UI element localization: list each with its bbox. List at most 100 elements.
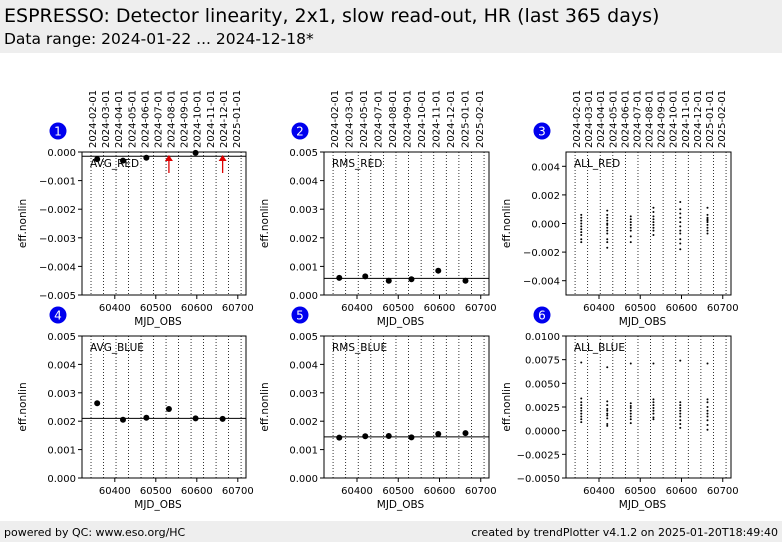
data-point (580, 421, 583, 424)
data-point (385, 277, 392, 284)
y-tick-label: 0.004 (531, 162, 560, 173)
parameter-label: AVG_BLUE (90, 342, 144, 354)
data-point (679, 208, 682, 211)
data-point (606, 216, 609, 219)
data-point (629, 402, 632, 405)
date-tick-label: 2024-04-01 (114, 90, 125, 148)
data-point (580, 233, 583, 236)
date-tick-label: 2024-09-01 (180, 90, 191, 148)
x-tick-label: 60500 (624, 303, 656, 314)
data-point (580, 219, 583, 222)
data-point (143, 154, 150, 161)
footer-created-by: created by trendPlotter v4.1.2 on 2025-0… (471, 526, 778, 539)
data-point (652, 218, 655, 221)
data-point (580, 216, 583, 219)
x-tick-label: 60500 (382, 303, 414, 314)
data-point (679, 216, 682, 219)
y-tick-label: −0.002 (523, 248, 560, 259)
data-point (706, 406, 709, 408)
x-tick-label: 60400 (99, 303, 131, 314)
data-point (629, 409, 632, 412)
data-point (652, 416, 655, 419)
data-point (606, 238, 609, 241)
y-tick-label: −0.0050 (517, 474, 560, 485)
data-point (652, 233, 655, 236)
x-tick-label: 60700 (465, 303, 497, 314)
footer-powered-by[interactable]: powered by QC: www.eso.org/HC (4, 526, 186, 539)
y-tick-label: 0.002 (289, 234, 318, 245)
data-point (606, 412, 609, 415)
data-point (629, 405, 632, 408)
y-tick-label: 0.004 (47, 360, 76, 371)
chart-panel-3: −0.004 −0.002 0.000 0.002 0.004 60400 60500 606… (501, 90, 739, 328)
date-tick-label: 2025-01-01 (705, 90, 716, 148)
y-tick-label: 0.003 (47, 389, 76, 400)
data-point (580, 397, 583, 400)
plot-frame (81, 335, 247, 479)
data-point (652, 409, 655, 412)
date-tick-label: 2024-11-01 (206, 90, 217, 148)
data-point (580, 238, 583, 241)
x-tick-label: 60600 (424, 486, 456, 497)
data-point (629, 415, 632, 418)
data-point (362, 273, 369, 280)
data-point (120, 157, 126, 164)
data-point (580, 404, 583, 407)
data-point (629, 406, 632, 409)
header-bar: ESPRESSO: Detector linearity, 2x1, slow … (0, 0, 782, 53)
data-point (706, 412, 709, 415)
date-tick-label: 2025-01-01 (232, 90, 243, 148)
x-tick-label: 60700 (707, 303, 739, 314)
x-tick-label: 60700 (707, 486, 739, 497)
panel-number-badge (533, 122, 551, 140)
data-point (679, 238, 682, 241)
data-point (580, 401, 583, 404)
data-point (706, 409, 709, 412)
y-tick-label: 0.003 (289, 389, 318, 400)
data-point (462, 277, 469, 284)
y-tick-label: −0.003 (39, 234, 76, 245)
data-point (629, 215, 632, 218)
data-point (606, 223, 609, 226)
data-point (606, 424, 609, 427)
data-point (606, 423, 609, 426)
y-tick-label: 0.000 (47, 474, 76, 485)
data-point (679, 221, 682, 224)
y-tick-label: 0.005 (289, 332, 318, 343)
x-tick-label: 60500 (382, 486, 414, 497)
data-point (219, 415, 226, 422)
y-tick-label: 0.002 (47, 417, 76, 428)
date-tick-label: 2024-04-01 (596, 90, 607, 148)
data-point (679, 242, 682, 245)
data-point (679, 201, 682, 204)
data-point (629, 223, 632, 226)
y-tick-label: 0.000 (531, 220, 560, 231)
data-point (706, 213, 709, 216)
x-axis-label: MJD_OBS (377, 316, 425, 328)
date-tick-label: 2024-09-01 (657, 90, 668, 148)
data-point (706, 398, 709, 401)
data-point (336, 274, 343, 281)
date-tick-label: 2024-10-01 (417, 90, 428, 148)
data-point (652, 401, 655, 404)
data-point (580, 222, 583, 225)
parameter-label: ALL_BLUE (574, 342, 625, 354)
data-point (580, 241, 583, 244)
y-axis-label: eff.nonlin (259, 382, 271, 431)
data-point (606, 366, 609, 369)
data-point (435, 267, 442, 274)
data-point (679, 412, 682, 415)
data-point (606, 414, 609, 417)
data-point (580, 412, 583, 415)
date-tick-label: 2024-12-01 (219, 90, 230, 148)
date-tick-label: 2024-05-01 (359, 90, 370, 148)
data-point (580, 409, 583, 412)
x-tick-label: 60600 (424, 303, 456, 314)
chart-panel-1: −0.005 −0.004 −0.003 −0.002 −0.001 0.000 60400… (17, 90, 254, 328)
date-tick-label: 2024-07-01 (153, 90, 164, 148)
data-point (706, 428, 709, 431)
y-tick-label: 0.0075 (525, 356, 560, 367)
x-tick-label: 60600 (181, 303, 213, 314)
out-of-range-arrowhead (164, 155, 173, 161)
y-axis-label: eff.nonlin (17, 199, 29, 248)
